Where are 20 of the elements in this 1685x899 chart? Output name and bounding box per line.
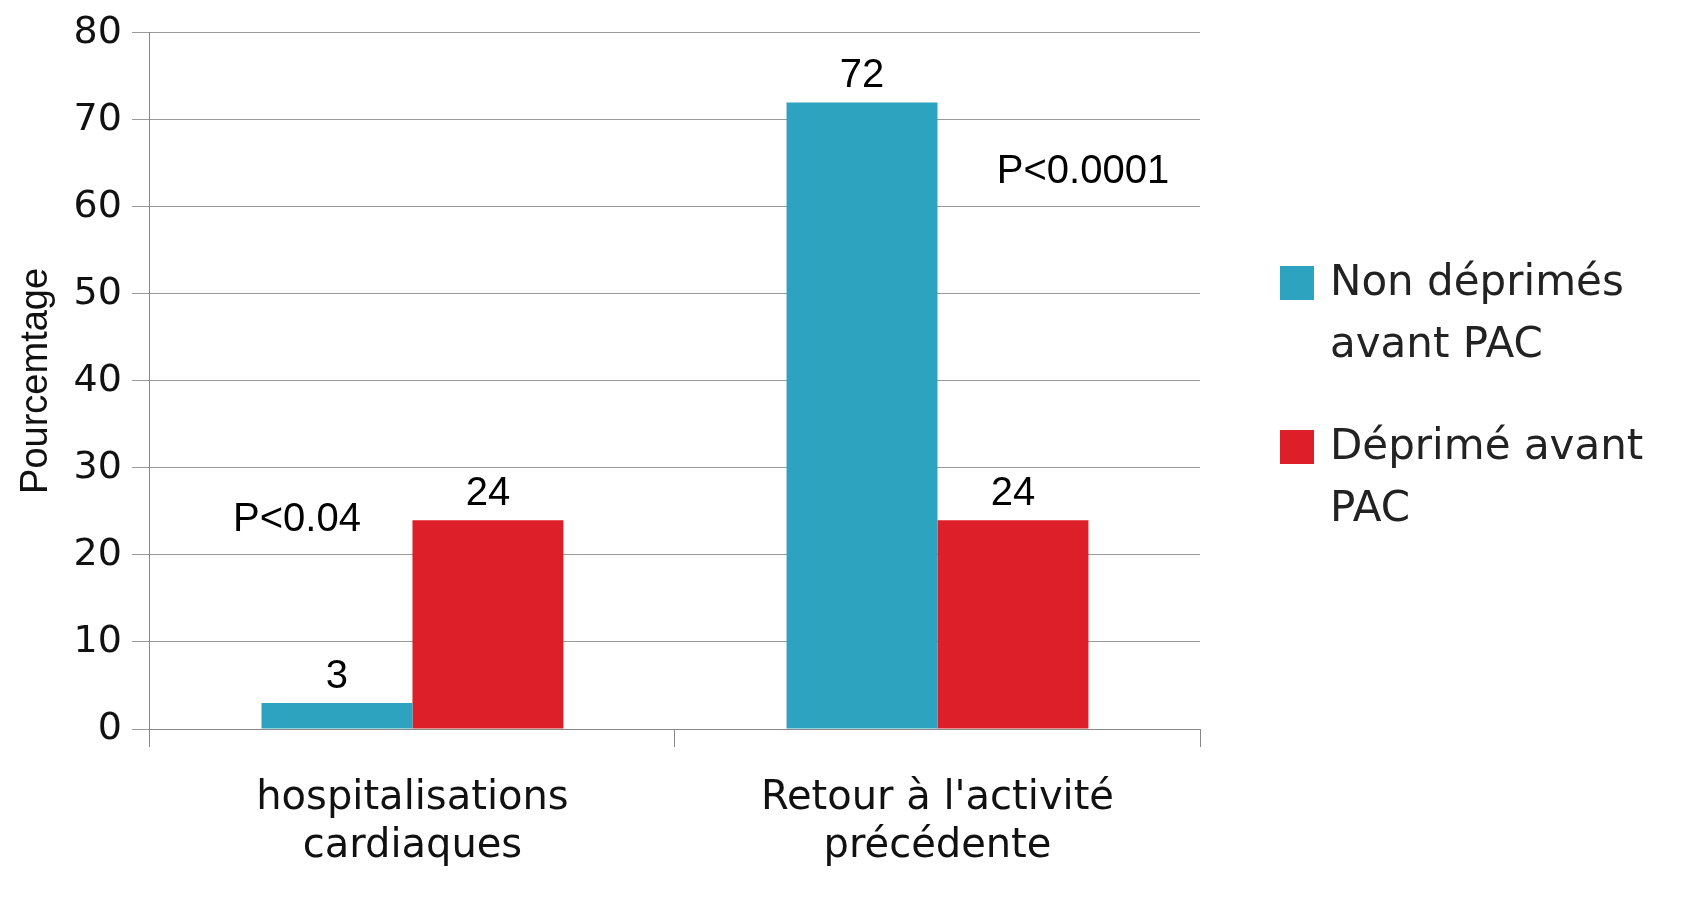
y-tick-label: 10 xyxy=(73,616,122,661)
annotation: P<0.0001 xyxy=(996,147,1170,192)
y-tick-label: 50 xyxy=(73,268,122,313)
annotation: P<0.04 xyxy=(233,495,361,540)
y-tick-label: 30 xyxy=(73,442,122,487)
y-tick-label: 60 xyxy=(73,181,122,226)
data-label: 72 xyxy=(839,51,885,96)
y-tick-label: 70 xyxy=(73,94,122,139)
legend-label: Déprimé avant PAC xyxy=(1330,419,1645,533)
data-label: 3 xyxy=(325,651,349,696)
data-label: 24 xyxy=(465,469,511,514)
data-label: 24 xyxy=(990,469,1036,514)
y-tick-label: 20 xyxy=(73,529,122,574)
x-tick-label: hospitalisations cardiaques xyxy=(256,772,569,867)
y-tick-label: 0 xyxy=(97,703,122,748)
y-tick-label: 40 xyxy=(73,355,122,400)
x-tick-label: Retour à l'activité précédente xyxy=(760,772,1114,867)
legend-label: Non déprimés avant PAC xyxy=(1330,255,1625,369)
y-axis-title: Pourcemtage xyxy=(13,267,56,494)
y-tick-label: 80 xyxy=(73,7,122,52)
